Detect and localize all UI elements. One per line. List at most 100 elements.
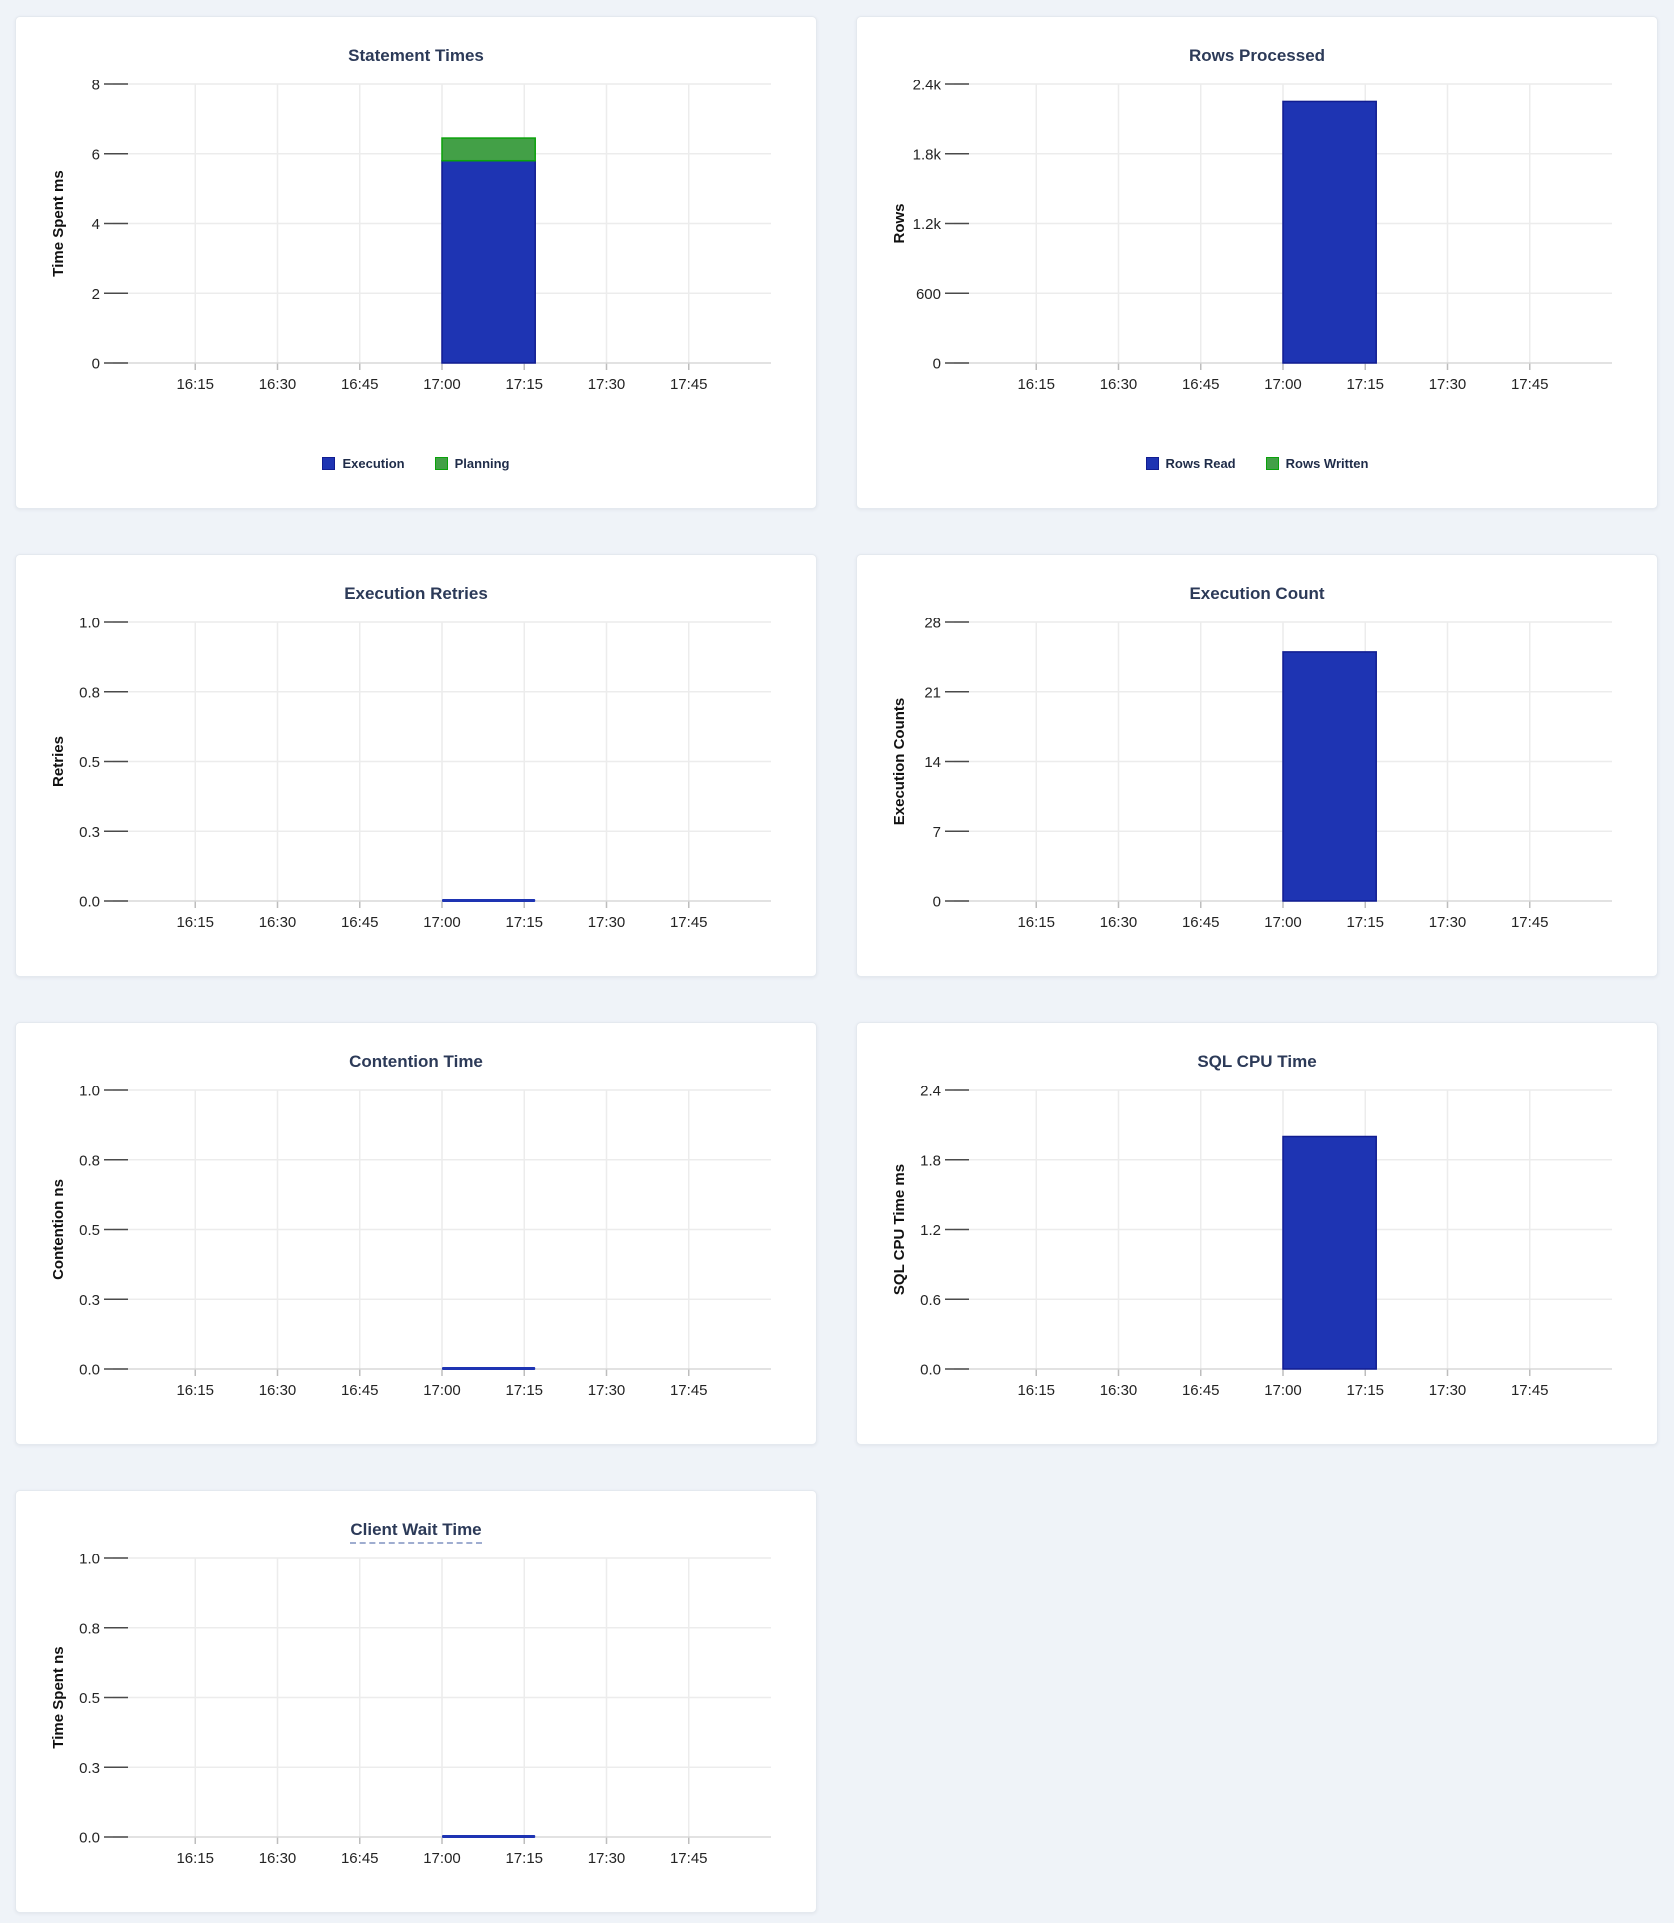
y-tick-label: 4 [92,216,100,233]
y-tick-label: 2.4 [920,1086,941,1100]
legend-label: Planning [454,456,510,471]
x-tick-label: 17:15 [1346,376,1384,393]
chart-title-tooltip-client-wait-time[interactable]: Client Wait Time [350,1520,482,1544]
legend-label: Execution [342,456,405,471]
x-tick-label: 17:30 [1429,1382,1467,1399]
x-tick-label: 17:15 [1346,914,1384,931]
x-tick-label: 17:00 [1264,914,1302,931]
x-tick-label: 17:30 [588,1382,626,1399]
y-tick-label: 0.3 [79,824,100,841]
chart-card-client-wait-time: Client Wait Time 16:15 16:30 16:45 17:00 17:1… [15,1490,817,1913]
chart-title-text-contention-time: Contention Time [349,1052,483,1071]
x-tick-label: 17:30 [1429,914,1467,931]
zero-value-line-client-wait-time[interactable] [442,1835,536,1838]
bar-execution[interactable] [441,159,536,364]
chart-plot-rows-processed[interactable]: 16:15 16:30 16:45 17:00 17:15 17:30 17:45 0 600 1… [857,80,1657,398]
chart-title-execution-retries: Execution Retries [16,581,816,607]
y-tick-label: 8 [92,80,100,94]
chart-title-rows-processed: Rows Processed [857,43,1657,69]
chart-title-text-execution-retries: Execution Retries [344,584,488,603]
x-tick-label: 17:30 [588,376,626,393]
x-tick-label: 16:45 [341,914,379,931]
chart-title-client-wait-time: Client Wait Time [16,1517,816,1544]
chart-card-contention-time: Contention Time 16:15 16:30 16:45 17:00 17:15… [15,1022,817,1445]
legend-swatch-green [434,457,448,470]
bar-sql-cpu-time[interactable] [1282,1135,1377,1370]
y-tick-label: 0.3 [79,1760,100,1777]
y-tick-label: 0.8 [79,1152,100,1169]
y-tick-label: 1.0 [79,1554,100,1568]
x-tick-label: 16:15 [176,1382,214,1399]
x-tick-label: 16:15 [1017,376,1055,393]
y-tick-label: 2 [92,286,100,303]
x-tick-label: 17:00 [423,1850,461,1867]
x-tick-label: 16:45 [1182,376,1220,393]
x-tick-label: 16:15 [176,1850,214,1867]
legend-item-rows-read: Rows Read [1145,456,1236,471]
y-tick-label: 7 [933,824,941,841]
chart-title-statement-times: Statement Times [16,43,816,69]
x-tick-label: 17:45 [670,1382,708,1399]
y-axis-label: Contention ns [50,1179,67,1280]
chart-plot-execution-retries[interactable]: 16:15 16:30 16:45 17:00 17:15 17:30 17:45 0.0 0.… [16,618,816,936]
legend-item-planning: Planning [434,456,510,471]
x-tick-label: 16:30 [259,1850,297,1867]
legend-swatch-green [1265,457,1279,470]
chart-plot-statement-times[interactable]: 16:15 16:30 16:45 17:00 17:15 17:30 17:45 0 2 4 6 8… [16,80,816,398]
y-tick-label: 0.8 [79,684,100,701]
y-axis-label: Time Spent ns [50,1646,67,1748]
bar-planning[interactable] [441,137,536,162]
legend-label: Rows Written [1285,456,1369,471]
y-tick-label: 0.0 [920,1362,941,1379]
y-tick-label: 1.0 [79,1086,100,1100]
chart-plot-contention-time[interactable]: 16:15 16:30 16:45 17:00 17:15 17:30 17:45 0.0 0.… [16,1086,816,1404]
y-tick-label: 0.0 [79,1830,100,1847]
x-tick-label: 16:30 [1100,1382,1138,1399]
x-tick-label: 17:15 [505,1850,543,1867]
chart-legend-rows-processed: Rows Read Rows Written [857,456,1657,471]
chart-title-text-sql-cpu-time: SQL CPU Time [1197,1052,1317,1071]
chart-title-text-execution-count: Execution Count [1189,584,1325,603]
x-tick-label: 17:00 [1264,376,1302,393]
y-axis-label: Time Spent ms [50,170,67,276]
charts-grid: Statement Times 16:15 16:30 16:45 17:00 17:15… [15,16,1658,1913]
legend-label: Rows Read [1165,456,1236,471]
chart-plot-client-wait-time[interactable]: 16:15 16:30 16:45 17:00 17:15 17:30 17:45 0.0 0.… [16,1554,816,1872]
y-tick-label: 600 [916,286,941,303]
x-tick-label: 16:30 [259,376,297,393]
x-tick-label: 16:45 [1182,914,1220,931]
x-tick-label: 16:15 [176,376,214,393]
chart-legend-statement-times: Execution Planning [16,456,816,471]
x-tick-label: 17:45 [1511,914,1549,931]
bar-execution-count[interactable] [1282,651,1377,902]
bar-rows-read[interactable] [1282,100,1377,364]
x-tick-label: 17:45 [1511,376,1549,393]
x-tick-label: 16:15 [1017,914,1055,931]
x-tick-label: 17:00 [1264,1382,1302,1399]
x-tick-label: 17:30 [588,914,626,931]
y-tick-label: 0.5 [79,1222,100,1239]
chart-plot-execution-count[interactable]: 16:15 16:30 16:45 17:00 17:15 17:30 17:45 0 7 14 2… [857,618,1657,936]
y-tick-label: 1.8k [913,146,942,163]
x-tick-label: 17:30 [1429,376,1467,393]
y-tick-label: 0.0 [79,1362,100,1379]
y-tick-label: 28 [924,618,941,632]
chart-plot-sql-cpu-time[interactable]: 16:15 16:30 16:45 17:00 17:15 17:30 17:45 0.0 0.… [857,1086,1657,1404]
x-tick-label: 17:45 [670,914,708,931]
chart-title-execution-count: Execution Count [857,581,1657,607]
zero-value-line-contention-time[interactable] [442,1367,536,1370]
zero-value-line-execution-retries[interactable] [442,899,536,902]
chart-card-execution-count: Execution Count 16:15 16:30 16:45 17:00 17:15… [856,554,1658,977]
y-axis-label: Retries [50,736,67,787]
chart-title-sql-cpu-time: SQL CPU Time [857,1049,1657,1075]
y-tick-label: 21 [924,684,941,701]
legend-item-rows-written: Rows Written [1265,456,1369,471]
y-axis-label: Rows [891,203,908,243]
legend-item-execution: Execution [322,456,405,471]
y-tick-label: 6 [92,146,100,163]
x-tick-label: 17:15 [505,376,543,393]
chart-title-contention-time: Contention Time [16,1049,816,1075]
x-tick-label: 16:30 [259,914,297,931]
x-tick-label: 17:15 [505,914,543,931]
